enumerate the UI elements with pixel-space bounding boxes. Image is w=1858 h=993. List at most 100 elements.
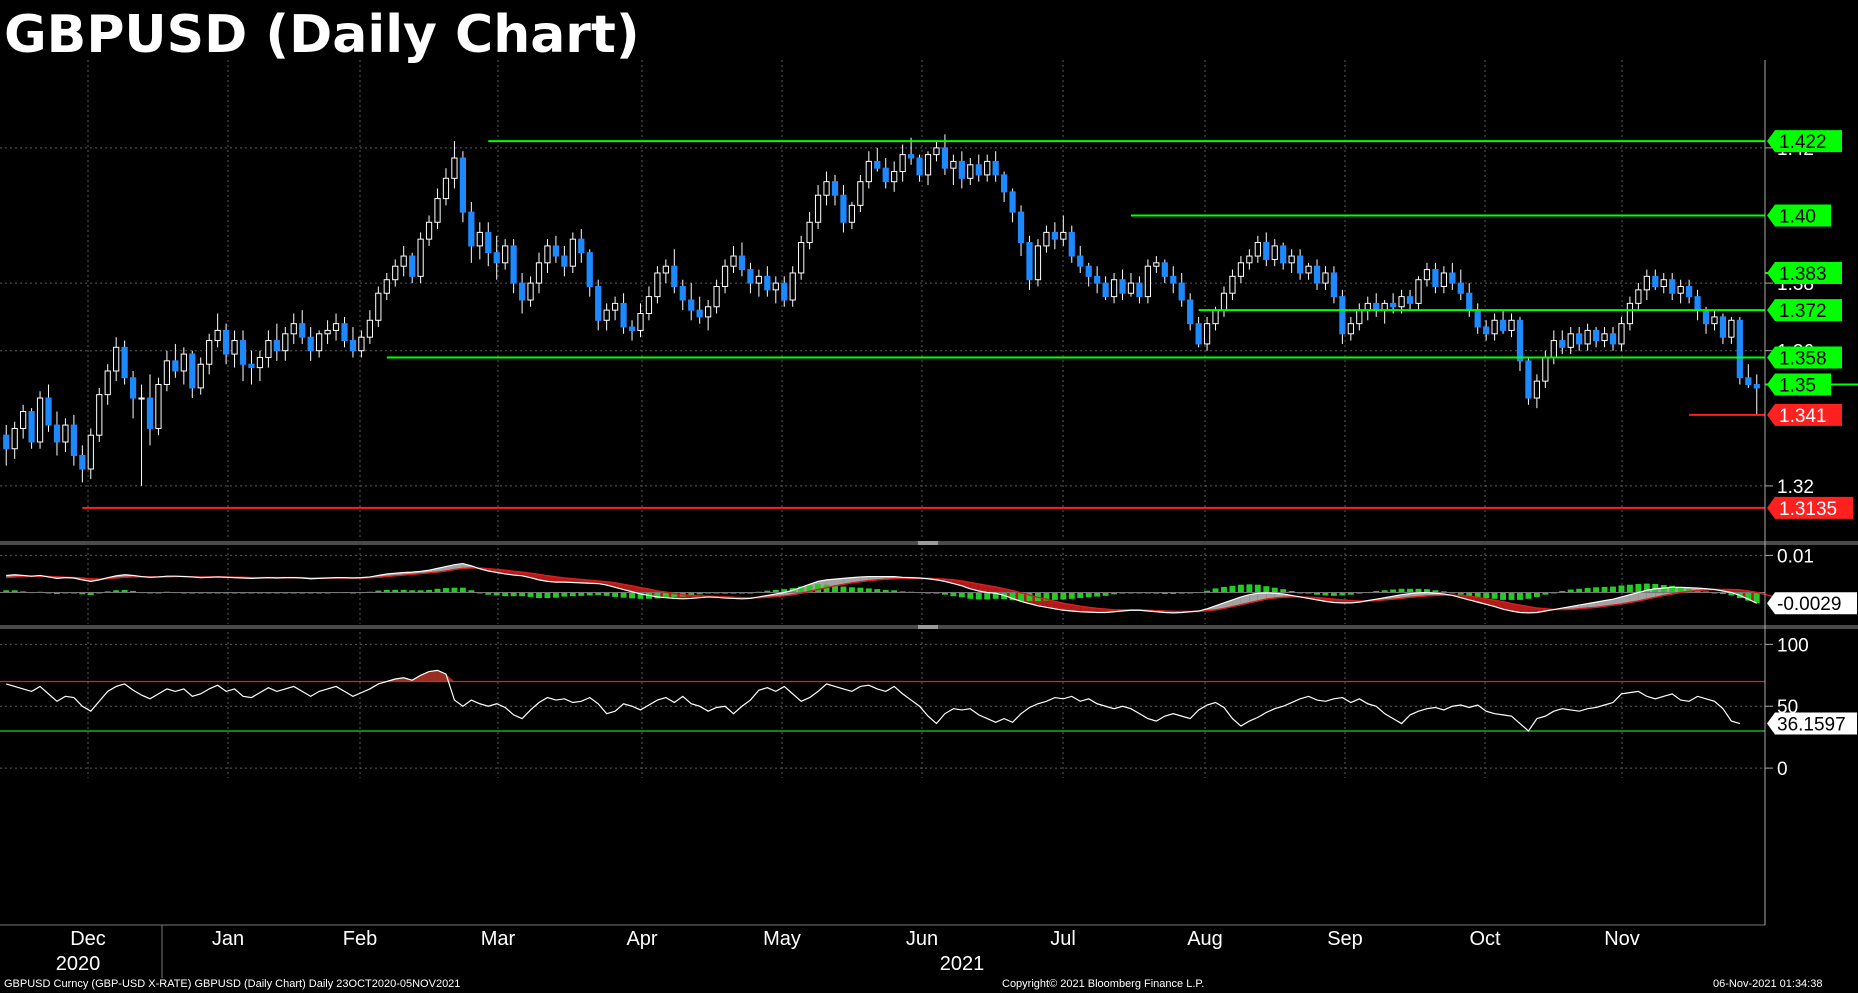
macd-histogram-bar	[840, 586, 847, 593]
macd-fill-segment	[1503, 601, 1512, 612]
macd-histogram-bar	[1068, 592, 1075, 599]
candle	[1280, 242, 1287, 270]
candle-body-down	[79, 454, 86, 470]
candle	[1753, 374, 1760, 415]
candle-body-up	[798, 242, 805, 274]
macd-line	[6, 562, 1758, 614]
macd-histogram-bar	[493, 592, 500, 596]
macd-signal-line	[6, 567, 1783, 613]
candle-body-up	[924, 154, 932, 176]
macd-histogram-bar	[1669, 585, 1676, 593]
candle-body-up	[1034, 245, 1042, 281]
x-month-label: Aug	[1187, 928, 1223, 950]
candle-body-down	[975, 164, 982, 176]
candle-body-down	[45, 397, 52, 426]
macd-fill-segment	[1240, 594, 1250, 605]
macd-histogram-bar	[1229, 585, 1236, 593]
candle-body-down	[882, 167, 889, 183]
candle-body-down	[1026, 242, 1033, 281]
macd-histogram-bar	[781, 589, 788, 593]
candle-body-up	[662, 265, 669, 274]
candle-body-up	[806, 221, 813, 244]
macd-histogram-bar	[1703, 591, 1709, 593]
candle	[882, 158, 889, 189]
candle-body-up	[1246, 255, 1253, 264]
macd-histogram-bar	[1288, 591, 1295, 593]
candle-body-down	[696, 309, 703, 318]
macd-histogram-bar	[848, 587, 855, 593]
candle	[662, 259, 669, 284]
macd-fill-segment	[1604, 599, 1614, 607]
candle	[222, 323, 230, 365]
candle-body-up	[814, 194, 822, 223]
macd-histogram-bar	[417, 590, 424, 593]
candle	[299, 310, 306, 344]
macd-histogram-bar	[696, 592, 703, 595]
macd-histogram-bar	[451, 587, 458, 593]
macd-histogram-bar	[552, 592, 559, 598]
candle-body-up	[1254, 242, 1261, 257]
macd-histogram-bar	[468, 590, 475, 593]
candle	[1322, 266, 1329, 290]
rsi-overbought-fill	[429, 670, 438, 682]
candle-body-down	[1592, 329, 1600, 342]
candle-body-down	[1313, 265, 1321, 284]
candle-body-down	[874, 160, 881, 169]
candle	[425, 215, 433, 246]
macd-histogram-bar	[1347, 592, 1354, 595]
candle	[53, 411, 61, 456]
x-year-label: 2021	[940, 953, 985, 975]
candle-body-up	[11, 427, 18, 450]
candle	[679, 279, 686, 311]
candle-body-down	[129, 377, 137, 399]
macd-histogram-bar	[603, 592, 610, 596]
macd-histogram-bar	[595, 592, 602, 596]
candle	[358, 330, 365, 358]
macd-histogram-bar	[502, 592, 509, 597]
candle-body-up	[1271, 245, 1278, 260]
candle-body-up	[603, 309, 610, 321]
candle	[1102, 276, 1109, 300]
candle-body-down	[679, 285, 686, 301]
candle-body-up	[1618, 323, 1625, 345]
candle-body-down	[1068, 231, 1075, 257]
macd-histogram-bar	[1373, 591, 1380, 593]
macd-histogram-bar	[519, 592, 526, 597]
macd-histogram-bar	[891, 590, 898, 593]
candle	[1077, 245, 1084, 273]
candle-body-up	[645, 296, 653, 315]
macd-histogram-bar	[443, 588, 449, 593]
candle	[764, 266, 771, 297]
candle	[1542, 350, 1549, 388]
candle	[1381, 300, 1388, 324]
x-month-label: Sep	[1327, 928, 1363, 950]
support-1-3135-tag	[1767, 496, 1853, 519]
candle-body-up	[155, 384, 162, 429]
macd-histogram-bar	[967, 592, 974, 599]
macd-histogram-bar	[1567, 589, 1574, 593]
resistance-1-40-tag	[1767, 204, 1831, 227]
macd-panel	[0, 562, 1783, 614]
macd-histogram-bar	[375, 590, 382, 593]
candle	[1601, 327, 1608, 348]
macd-last-value-tag	[1767, 592, 1857, 615]
candle	[1085, 262, 1092, 287]
candle	[1677, 279, 1684, 304]
candle	[239, 330, 247, 382]
footer-copyright: Copyright© 2021 Bloomberg Finance L.P.	[1002, 978, 1205, 990]
candle-body-up	[1381, 302, 1388, 311]
macd-histogram-bar	[1060, 592, 1067, 600]
candle-body-up	[1626, 302, 1634, 325]
macd-histogram-bar	[874, 589, 881, 593]
macd-histogram-bar	[1271, 587, 1278, 593]
candle-body-down	[409, 255, 416, 277]
resistance-1-383-tag	[1767, 261, 1842, 284]
support-1-341-tag	[1767, 403, 1842, 426]
rsi-y-tick-label: 100	[1777, 635, 1809, 656]
macd-histogram-bar	[434, 588, 441, 593]
macd-histogram-bar	[113, 590, 120, 593]
candle-body-up	[1711, 316, 1718, 325]
candle	[87, 428, 94, 480]
resistance-1-422-label: 1.422	[1779, 132, 1827, 153]
candle	[1237, 256, 1245, 284]
